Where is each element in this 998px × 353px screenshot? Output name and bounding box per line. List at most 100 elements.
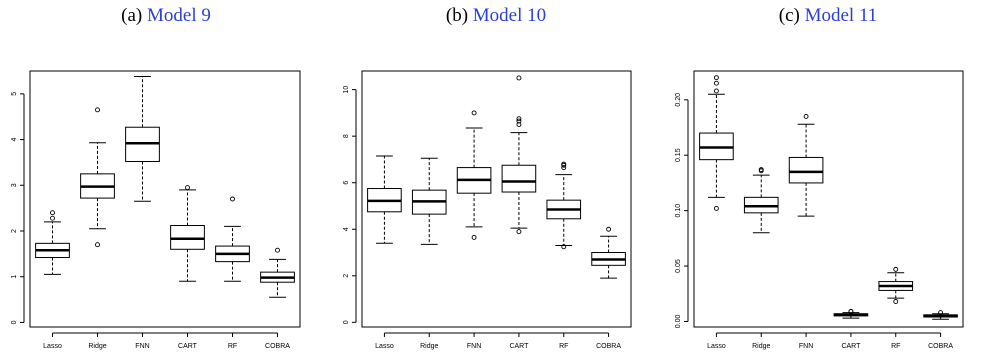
x-tick-label: Ridge [88,343,106,350]
y-tick-label: 0.00 [675,315,682,329]
x-tick-label: FNN [467,343,481,350]
outlier-point [516,229,522,235]
plot-frame [29,70,301,328]
box-cart [833,309,869,319]
y-tick-label: 0.15 [675,148,682,162]
iqr-box [170,225,205,250]
caption-model-11: (c) Model 11 [779,5,878,27]
outlier-point [758,167,764,173]
box-cobra [923,310,958,320]
x-tick-label: Lasso [43,343,62,350]
x-tick-label: RF [559,343,568,350]
x-tick-label: COBRA [596,343,621,350]
box-cobra [260,247,295,298]
outlier-point [516,75,522,81]
box-fnn [456,110,492,240]
x-tick-label: COBRA [928,343,953,350]
box-fnn [125,75,160,202]
y-tick-label: 0 [343,320,350,324]
x-tick-label: CART [178,343,198,350]
y-tick-label: 3 [11,183,18,187]
y-tick-label: 5 [11,92,18,96]
y-tick-label: 2 [11,229,18,233]
outlier-point [713,80,719,86]
box-cart [170,185,205,282]
outlier-point [893,266,899,272]
box-lasso [35,210,70,275]
boxplot-panel-3: 0.00 0.05 0.10 0.15 0.20 Lasso Ridge FNN CART RF C… [675,70,964,350]
box-ridge [743,167,779,234]
caption-prefix: (b) [445,5,473,26]
x-tick-label: Lasso [707,343,726,350]
plot-frame [693,70,964,328]
x-tick-label: Lasso [375,343,394,350]
y-tick-label: 10 [343,86,350,94]
outlier-point [516,116,522,122]
outlier-point [938,310,944,316]
caption-model-10: (b) Model 10 [446,5,546,27]
x-tick-label: Ridge [752,343,770,350]
caption-link[interactable]: Model 11 [804,5,878,26]
box-fnn [788,113,824,217]
y-tick-label: 4 [11,138,18,142]
boxplot-panel-2: 0 2 4 6 8 10 Lasso Ridge FNN CART RF COBRA [343,70,632,350]
y-tick-label: 8 [343,134,350,138]
caption-link[interactable]: Model 9 [146,5,211,26]
x-tick-label: FNN [135,343,149,350]
boxplot-panel-1: 0 1 2 3 4 5 Lasso Ridge FNN CART RF COBRA [11,70,301,350]
x-tick-label: COBRA [265,343,290,350]
outlier-point [803,113,809,119]
y-tick-label: 0.05 [675,259,682,273]
outlier-point [516,118,522,124]
box-cart [501,75,537,235]
outlier-point [50,215,55,221]
outlier-point [95,242,100,248]
box-lasso [699,75,734,211]
x-tick-label: CART [509,343,529,350]
caption-link[interactable]: Model 10 [472,5,547,26]
outlier-point [713,75,719,81]
plot-frame [361,70,632,328]
y-tick-label: 0.20 [675,93,682,107]
caption-model-9: (a) Model 9 [121,5,211,27]
y-tick-label: 0.10 [675,204,682,218]
x-tick-label: FNN [799,343,813,350]
outlier-point [561,165,567,171]
outlier-point [561,244,567,250]
y-tick-label: 2 [343,274,350,278]
y-tick-label: 0 [11,320,18,324]
outlier-point [848,309,854,314]
outlier-point [50,210,55,216]
caption-prefix: (a) [121,5,147,26]
x-tick-label: CART [841,343,861,350]
outlier-point [95,107,100,113]
outlier-point [471,234,477,240]
y-tick-label: 4 [343,227,350,231]
caption-prefix: (c) [778,5,805,26]
x-tick-label: Ridge [420,343,438,350]
outlier-point [516,122,522,127]
x-tick-label: RF [891,343,900,350]
outlier-point [893,299,899,304]
outlier-point [606,226,612,232]
box-lasso [367,155,402,244]
box-rf [215,196,250,282]
y-tick-label: 1 [11,275,18,279]
outlier-point [713,205,719,211]
outlier-point [275,247,280,253]
box-cobra [591,226,626,279]
box-ridge [80,107,115,248]
box-ridge [411,157,447,245]
box-rf [878,266,914,304]
outlier-point [185,185,190,191]
iqr-box [501,164,537,193]
outlier-point [471,110,477,116]
outlier-point [230,196,235,202]
x-tick-label: RF [228,343,237,350]
iqr-box [788,156,824,184]
outlier-point [561,161,567,167]
outlier-point [713,88,719,94]
box-rf [546,161,582,250]
y-tick-label: 6 [343,181,350,185]
